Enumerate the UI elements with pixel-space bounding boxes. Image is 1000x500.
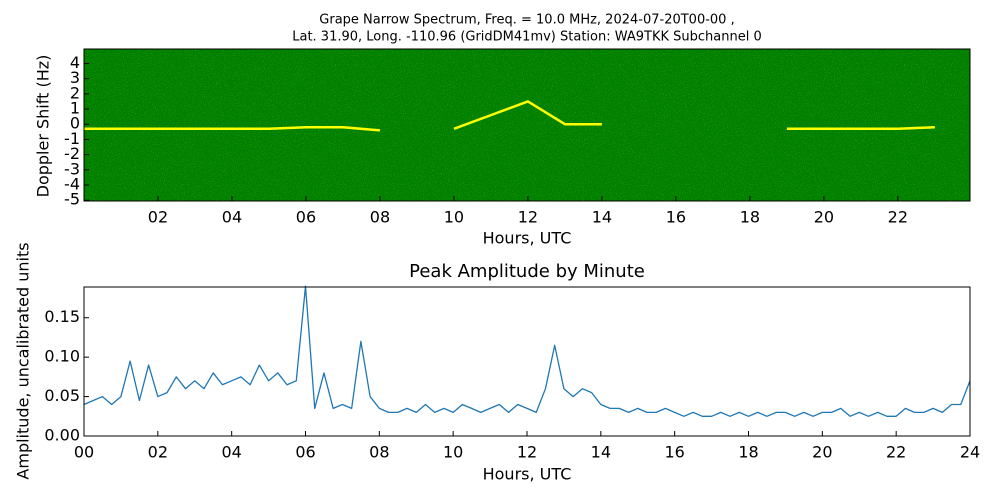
y-tick-label: 4 — [70, 53, 80, 72]
x-tick-label: 24 — [960, 443, 980, 462]
x-tick-label: 14 — [592, 208, 612, 227]
y-tick-label: 0.05 — [44, 386, 80, 405]
data-line — [83, 285, 971, 417]
x-tick-label: 04 — [221, 443, 241, 462]
y-axis-label: Doppler Shift (Hz) — [34, 55, 53, 198]
x-tick-label: 04 — [222, 208, 242, 227]
x-tick-label: 12 — [517, 443, 537, 462]
x-tick-label: 18 — [738, 443, 758, 462]
x-axis-label: Hours, UTC — [483, 229, 572, 248]
x-tick-label: 06 — [296, 208, 316, 227]
y-tick-label: 2 — [70, 83, 80, 102]
x-tick-label: 14 — [591, 443, 611, 462]
spectrogram-noise — [84, 49, 970, 201]
chart-title: Grape Narrow Spectrum, Freq. = 10.0 MHz,… — [319, 13, 734, 28]
y-axis-label: Amplitude, uncalibrated units — [14, 242, 33, 479]
x-tick-label: 18 — [740, 208, 760, 227]
x-tick-label: 08 — [370, 208, 390, 227]
x-tick-label: 10 — [444, 208, 464, 227]
x-tick-label: 16 — [664, 443, 684, 462]
y-tick-label: 0.15 — [44, 307, 80, 326]
x-tick-label: 02 — [148, 443, 168, 462]
x-tick-label: 16 — [666, 208, 686, 227]
x-axis-label: Hours, UTC — [483, 465, 572, 484]
y-tick-label: 1 — [70, 99, 80, 118]
y-tick-label: 0 — [70, 114, 80, 133]
x-tick-label: 20 — [812, 443, 832, 462]
x-tick-label: 02 — [148, 208, 168, 227]
x-tick-label: 08 — [369, 443, 389, 462]
y-tick-label: 3 — [70, 68, 80, 87]
x-tick-label: 20 — [814, 208, 834, 227]
data-line — [84, 100, 935, 132]
y-tick-label: 0.10 — [44, 347, 80, 366]
chart-subtitle: Lat. 31.90, Long. -110.96 (GridDM41mv) S… — [292, 30, 762, 45]
plot-frame — [83, 286, 971, 437]
y-tick-label: -1 — [64, 129, 80, 148]
y-tick-label: -5 — [64, 190, 80, 209]
y-tick-label: -2 — [64, 144, 80, 163]
chart-title: Peak Amplitude by Minute — [409, 261, 645, 282]
y-tick-label: -4 — [64, 175, 80, 194]
plot-frame — [83, 48, 971, 202]
x-tick-label: 00 — [74, 443, 94, 462]
x-tick-label: 22 — [888, 208, 908, 227]
x-tick-label: 06 — [295, 443, 315, 462]
y-tick-label: 0.00 — [44, 426, 80, 445]
x-tick-label: 22 — [886, 443, 906, 462]
x-tick-label: 12 — [518, 208, 538, 227]
y-tick-label: -3 — [64, 159, 80, 178]
x-tick-label: 10 — [443, 443, 463, 462]
